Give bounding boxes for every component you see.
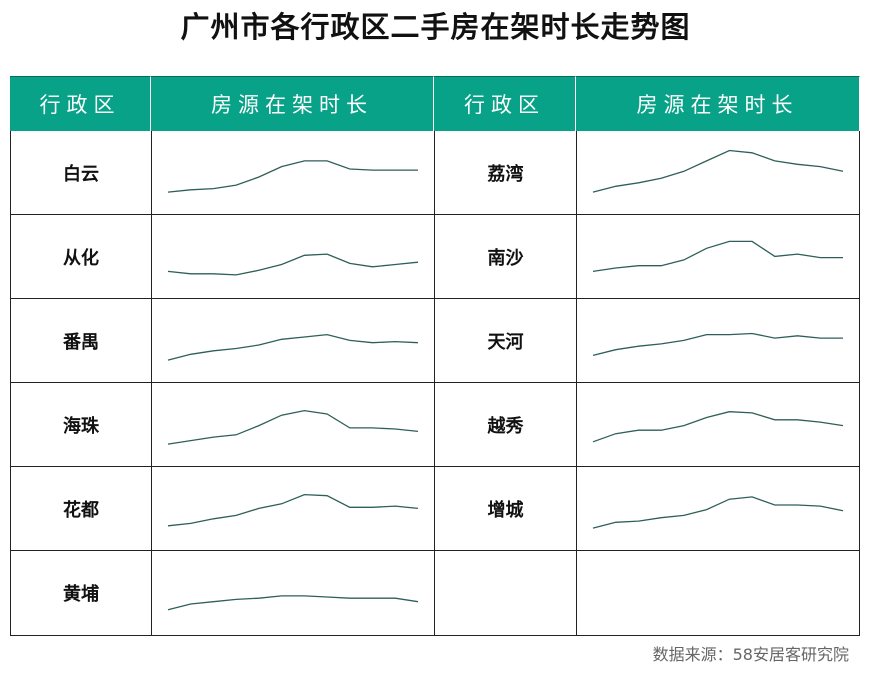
district-cell: 黄埔: [10, 551, 151, 635]
district-cell: 越秀: [434, 383, 576, 467]
sparkline: [167, 595, 419, 611]
chart-title: 广州市各行政区二手房在架时长走势图: [180, 10, 691, 44]
data-source-note: 数据来源：58安居客研究院: [652, 645, 849, 664]
sparkline: [592, 149, 844, 193]
sparkline-series-白云: [167, 159, 418, 193]
district-name: 番禺: [63, 331, 99, 353]
district-name: 越秀: [487, 415, 524, 437]
district-name: 增城: [487, 499, 524, 521]
trend-cell: [151, 215, 434, 299]
sparkline: [167, 159, 418, 193]
trend-cell: [576, 131, 860, 215]
trend-cell: [151, 299, 434, 383]
district-name: 黄埔: [63, 584, 99, 605]
sparkline: [167, 333, 419, 361]
sparkline-series-黄埔: [167, 595, 419, 611]
district-name: 南沙: [487, 247, 524, 269]
district-cell: 增城: [434, 467, 576, 551]
trend-cell: [576, 215, 860, 299]
sparkline-series-增城: [592, 495, 844, 529]
district-cell: 荔湾: [434, 131, 576, 215]
trend-cell: [151, 467, 434, 551]
sparkline: [167, 493, 419, 526]
district-name: 荔湾: [487, 163, 524, 185]
sparkline-series-越秀: [592, 410, 844, 442]
district-cell: 白云: [10, 131, 151, 215]
district-cell: 番禺: [10, 299, 151, 383]
empty-cell: [434, 551, 576, 635]
trend-cell: [151, 383, 434, 467]
sparkline-series-番禺: [167, 333, 419, 361]
trend-cell: [151, 551, 434, 635]
sparkline: [592, 332, 843, 356]
sparkline: [592, 495, 844, 529]
sparkline-series-花都: [167, 493, 419, 526]
district-trend-table: 行政区 房源在架时长 行政区 房源在架时长 白云 荔湾从化 南沙番禺 天河海珠 越秀花都…: [10, 76, 860, 636]
district-name: 海珠: [63, 415, 99, 437]
sparkline-series-荔湾: [592, 149, 844, 193]
sparkline: [167, 409, 419, 445]
header-district-left: 行政区: [10, 76, 151, 131]
district-cell: 从化: [10, 215, 151, 299]
sparkline: [592, 240, 843, 272]
empty-cell: [576, 551, 860, 635]
sparkline-series-天河: [592, 332, 843, 356]
sparkline: [167, 252, 419, 276]
sparkline: [592, 410, 844, 442]
district-name: 花都: [63, 499, 99, 521]
district-name: 白云: [63, 163, 99, 185]
header-trend-right: 房源在架时长: [576, 76, 860, 131]
sparkline-series-南沙: [592, 240, 843, 272]
district-cell: 海珠: [10, 383, 151, 467]
trend-cell: [576, 467, 860, 551]
district-cell: 南沙: [434, 215, 576, 299]
header-district-right: 行政区: [434, 76, 576, 131]
header-trend-left: 房源在架时长: [151, 76, 434, 131]
district-name: 从化: [63, 247, 99, 269]
trend-cell: [576, 383, 860, 467]
sparkline-series-海珠: [167, 409, 419, 445]
sparkline-series-从化: [167, 252, 419, 276]
trend-cell: [576, 299, 860, 383]
district-cell: 天河: [434, 299, 576, 383]
trend-cell: [151, 131, 434, 215]
district-cell: 花都: [10, 467, 151, 551]
district-name: 天河: [487, 331, 524, 353]
